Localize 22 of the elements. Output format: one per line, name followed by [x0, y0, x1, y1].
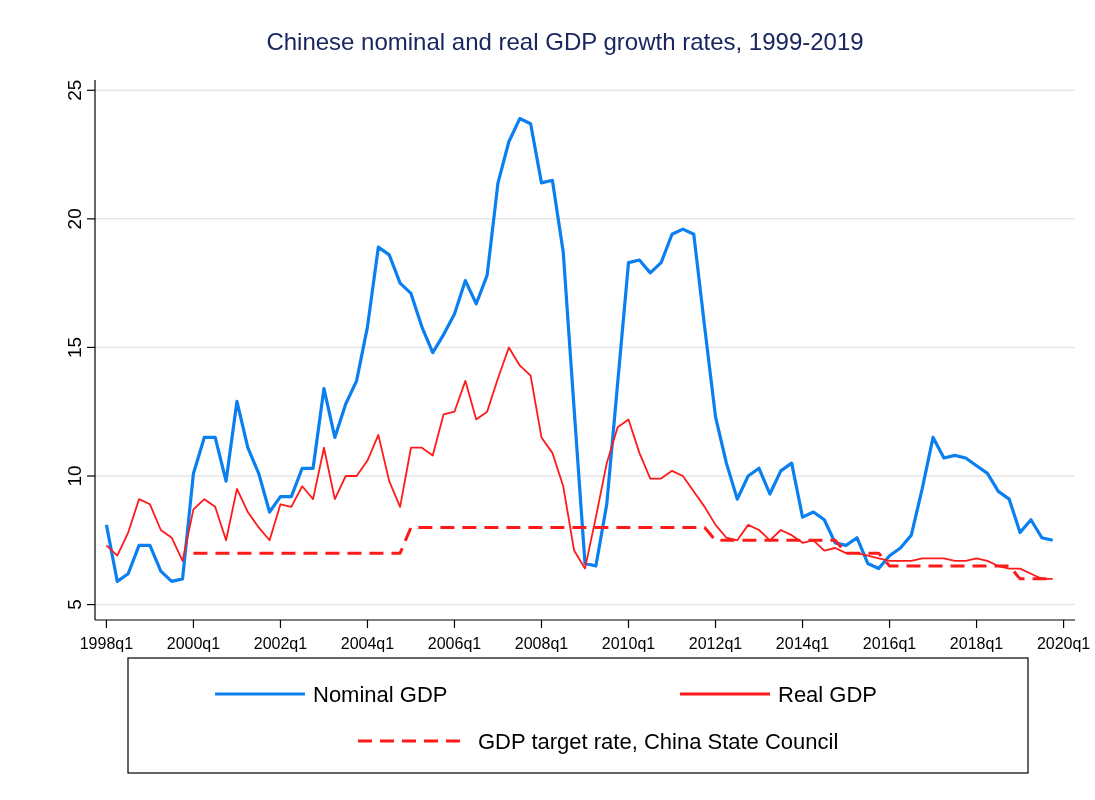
x-tick-label: 2000q1 [166, 635, 221, 652]
x-tick-label: 2016q1 [862, 635, 917, 652]
x-tick-label: 2012q1 [688, 635, 743, 652]
x-tick-label: 2006q1 [427, 635, 482, 652]
x-tick-label: 2014q1 [775, 635, 830, 652]
x-tick-label: 1998q1 [79, 635, 134, 652]
legend-label: Real GDP [778, 682, 878, 707]
y-tick-label: 20 [64, 208, 85, 230]
line-series [104, 116, 1055, 584]
legend-label: Nominal GDP [313, 682, 448, 707]
y-tick-label: 25 [64, 79, 85, 101]
chart-title: Chinese nominal and real GDP growth rates, 1999-2019 [266, 28, 864, 55]
x-tick-label: 2010q1 [601, 635, 656, 652]
legend-label: GDP target rate, China State Council [478, 729, 839, 754]
x-tick-label: 2020q1 [1036, 635, 1091, 652]
y-tick-label: 15 [64, 336, 85, 358]
y-tick-label: 10 [64, 465, 85, 487]
x-tick-label: 2002q1 [253, 635, 308, 652]
x-tick-label: 2018q1 [949, 635, 1004, 652]
x-tick-label: 2004q1 [340, 635, 395, 652]
x-tick-label: 2008q1 [514, 635, 569, 652]
y-tick-label: 5 [64, 599, 85, 610]
